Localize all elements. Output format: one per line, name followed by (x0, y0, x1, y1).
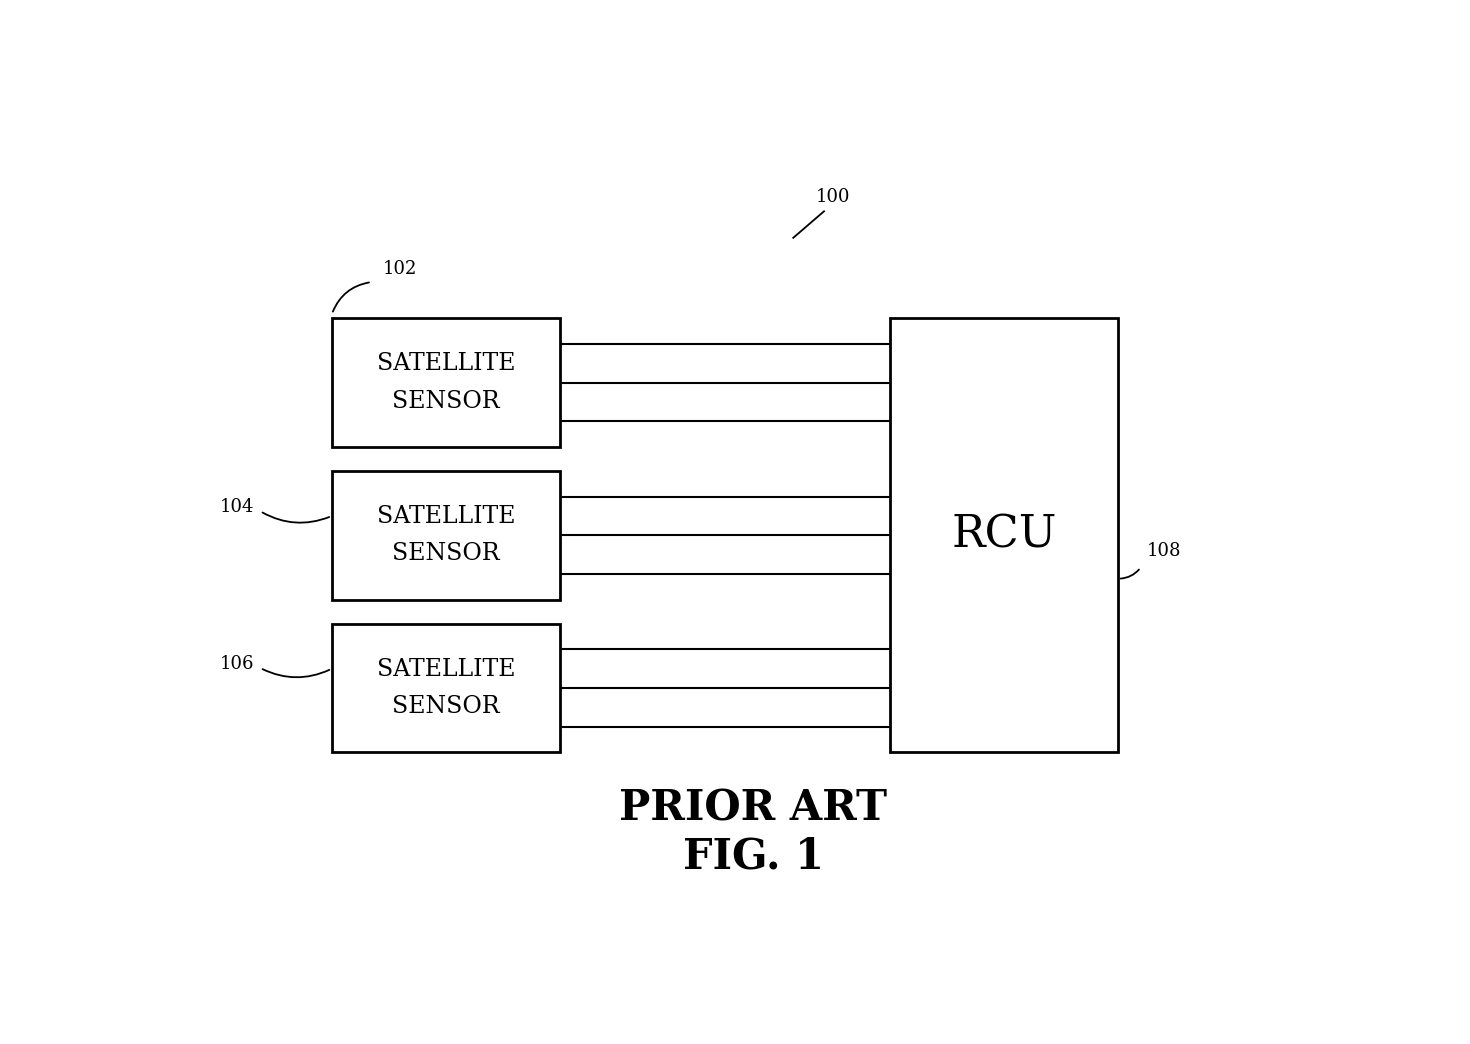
Bar (332, 318, 560, 447)
Text: 108: 108 (1147, 542, 1180, 561)
Text: RCU: RCU (951, 514, 1057, 556)
Text: SATELLITE
SENSOR: SATELLITE SENSOR (376, 505, 514, 566)
Text: 104: 104 (220, 498, 254, 516)
Text: SATELLITE
SENSOR: SATELLITE SENSOR (376, 352, 514, 412)
Text: 106: 106 (220, 655, 254, 673)
Text: SATELLITE
SENSOR: SATELLITE SENSOR (376, 658, 514, 718)
Bar (891, 318, 1119, 753)
Text: 100: 100 (816, 188, 850, 206)
Bar (332, 471, 560, 599)
Text: 102: 102 (384, 260, 417, 278)
Bar (332, 623, 560, 753)
Text: FIG. 1: FIG. 1 (684, 836, 823, 878)
Text: PRIOR ART: PRIOR ART (619, 787, 888, 830)
